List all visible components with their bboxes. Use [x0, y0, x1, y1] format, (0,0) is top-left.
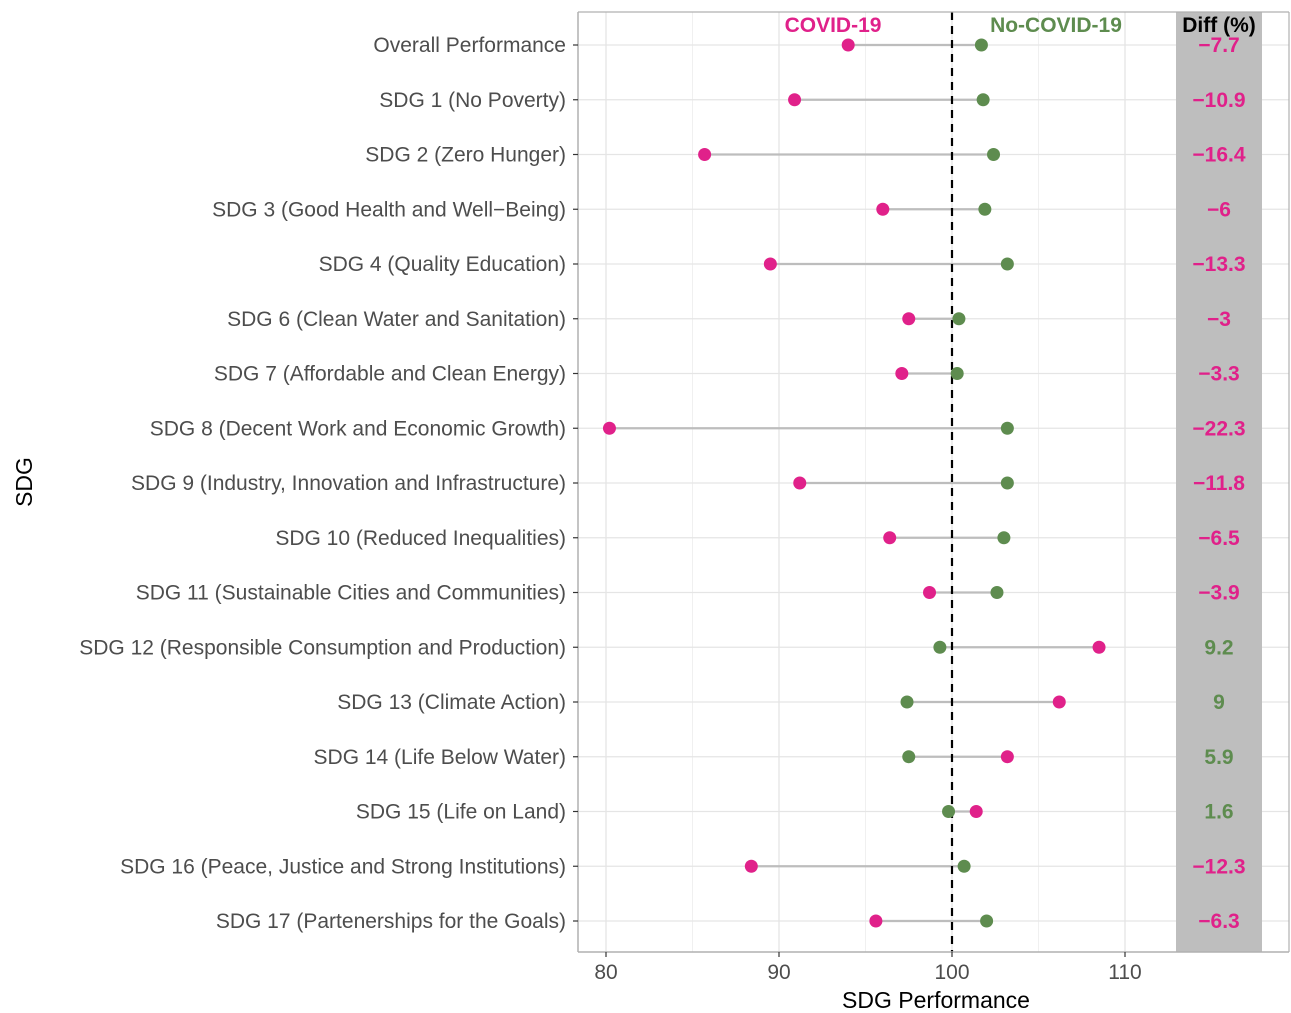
- category-label: Overall Performance: [373, 34, 566, 57]
- segment-layer: [609, 43, 1100, 923]
- category-label: SDG 16 (Peace, Justice and Strong Instit…: [120, 855, 566, 878]
- point-covid: [895, 367, 909, 380]
- point-no-covid: [952, 312, 966, 326]
- point-covid: [698, 148, 712, 161]
- point-covid: [602, 421, 616, 435]
- diff-value: 1.6: [1204, 801, 1233, 824]
- point-no-covid: [900, 695, 914, 709]
- diff-value: −6: [1207, 198, 1231, 221]
- point-covid: [902, 312, 916, 326]
- diff-value: −22.3: [1192, 417, 1245, 440]
- category-label: SDG 3 (Good Health and Well−Being): [212, 198, 566, 221]
- category-label: SDG 15 (Life on Land): [356, 801, 566, 824]
- diff-value: −7.7: [1198, 34, 1239, 57]
- point-covid: [788, 93, 802, 107]
- diff-value: 9.2: [1204, 636, 1233, 659]
- point-covid: [763, 257, 777, 271]
- diff-value: −16.4: [1192, 144, 1245, 167]
- point-no-covid: [980, 914, 994, 928]
- category-labels: Overall Performance SDG 1 (No Poverty) SDG…: [79, 34, 566, 933]
- category-label: SDG 13 (Climate Action): [337, 691, 566, 714]
- point-no-covid: [997, 531, 1011, 545]
- diff-labels: −7.7 −10.9 −16.4 −6 −13.3 −3 −3.3 −22.3 −11.8 −6.…: [1192, 34, 1245, 933]
- point-covid: [841, 38, 855, 52]
- category-label: SDG 10 (Reduced Inequalities): [275, 527, 566, 550]
- diff-value: −6.5: [1198, 527, 1240, 550]
- point-no-covid: [987, 148, 1001, 161]
- diff-value: −3.9: [1198, 582, 1239, 605]
- point-covid: [869, 914, 883, 928]
- point-no-covid: [976, 93, 990, 107]
- point-layer: [602, 38, 1106, 928]
- point-covid: [1052, 695, 1066, 709]
- category-label: SDG 9 (Industry, Innovation and Infrastr…: [131, 472, 566, 495]
- diff-value: −3: [1207, 308, 1231, 331]
- legend-label-no-covid: No-COVID-19: [990, 14, 1122, 37]
- category-label: SDG 11 (Sustainable Cities and Communiti…: [136, 582, 566, 605]
- point-no-covid: [978, 202, 992, 216]
- category-label: SDG 12 (Responsible Consumption and Prod…: [79, 636, 566, 659]
- point-no-covid: [942, 805, 956, 818]
- x-tick-label: 90: [767, 961, 790, 984]
- x-axis-title: SDG Performance: [842, 987, 1030, 1013]
- x-tick-label: 110: [1108, 961, 1141, 984]
- point-no-covid: [974, 38, 988, 52]
- point-covid: [923, 586, 937, 599]
- legend-label-covid: COVID-19: [785, 14, 882, 37]
- diff-value: −3.3: [1198, 363, 1239, 386]
- category-label: SDG 6 (Clean Water and Sanitation): [227, 308, 566, 331]
- category-label: SDG 2 (Zero Hunger): [365, 144, 566, 167]
- category-label: SDG 17 (Partenerships for the Goals): [216, 910, 566, 933]
- point-covid: [1000, 750, 1014, 764]
- category-label: SDG 1 (No Poverty): [379, 89, 566, 112]
- point-no-covid: [1000, 476, 1014, 490]
- diff-value: −6.3: [1198, 910, 1239, 933]
- diff-value: −13.3: [1192, 253, 1245, 276]
- diff-value: 5.9: [1204, 746, 1233, 769]
- x-tick-label: 100: [934, 961, 969, 984]
- x-tick-labels: 80 90 100 110: [573, 44, 1142, 984]
- diff-value: −12.3: [1192, 855, 1245, 878]
- category-label: SDG 7 (Affordable and Clean Energy): [214, 363, 566, 386]
- diff-value: −11.8: [1193, 472, 1245, 495]
- diff-column-header: Diff (%): [1182, 14, 1255, 37]
- category-label: SDG 4 (Quality Education): [319, 253, 566, 276]
- point-covid: [876, 202, 890, 216]
- category-label: SDG 14 (Life Below Water): [314, 746, 566, 769]
- diff-value: 9: [1213, 691, 1225, 714]
- point-no-covid: [950, 367, 964, 380]
- point-no-covid: [990, 586, 1004, 599]
- point-covid: [793, 476, 807, 490]
- point-no-covid: [1000, 421, 1014, 435]
- point-covid: [969, 805, 983, 818]
- x-tick-label: 80: [594, 961, 617, 984]
- point-no-covid: [902, 750, 916, 764]
- point-no-covid: [933, 640, 947, 654]
- y-axis-title: SDG: [11, 457, 37, 507]
- point-no-covid: [957, 859, 971, 873]
- point-covid: [1092, 640, 1106, 654]
- diff-panel-background: [1176, 12, 1262, 952]
- diff-value: −10.9: [1192, 89, 1245, 112]
- point-covid: [744, 859, 758, 873]
- category-label: SDG 8 (Decent Work and Economic Growth): [150, 417, 566, 440]
- point-no-covid: [1000, 257, 1014, 271]
- point-covid: [883, 531, 897, 545]
- panel-border: [577, 11, 1290, 953]
